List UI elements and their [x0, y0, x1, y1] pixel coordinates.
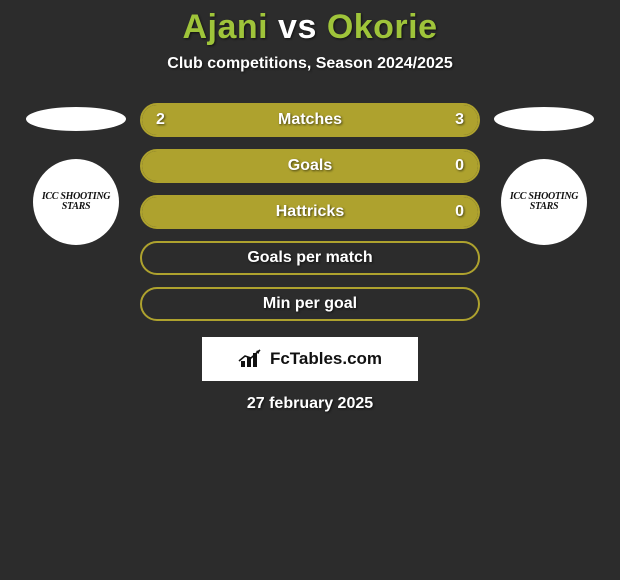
brand-chart-icon [238, 348, 264, 370]
brand-text: FcTables.com [270, 349, 382, 369]
right-column: ICC SHOOTING STARS [494, 103, 594, 245]
stat-label: Min per goal [142, 289, 478, 319]
stat-label: Hattricks [142, 197, 478, 227]
brand-box[interactable]: FcTables.com [202, 337, 418, 381]
left-flag [26, 107, 126, 131]
left-club-badge: ICC SHOOTING STARS [33, 159, 119, 245]
stat-label: Matches [142, 105, 478, 135]
page-title: Ajani vs Okorie [0, 8, 620, 47]
player1-name: Ajani [182, 8, 268, 46]
right-club-badge: ICC SHOOTING STARS [501, 159, 587, 245]
right-flag [494, 107, 594, 131]
stat-bar: Hattricks0 [140, 195, 480, 229]
stat-value-right: 0 [455, 197, 464, 227]
stat-bar: Goals per match [140, 241, 480, 275]
vs-text: vs [278, 8, 317, 46]
left-column: ICC SHOOTING STARS [26, 103, 126, 245]
stat-bar: Min per goal [140, 287, 480, 321]
stat-label: Goals per match [142, 243, 478, 273]
subtitle: Club competitions, Season 2024/2025 [0, 55, 620, 73]
stats-column: Matches23Goals0Hattricks0Goals per match… [140, 103, 480, 321]
stat-bar: Goals0 [140, 149, 480, 183]
stat-value-right: 3 [455, 105, 464, 135]
stat-bar: Matches2 3 [140, 103, 480, 137]
date-text: 27 february 2025 [0, 395, 620, 413]
comparison-row: ICC SHOOTING STARS Matches23Goals0Hattri… [0, 103, 620, 321]
player2-name: Okorie [327, 8, 438, 46]
stat-value-right: 0 [455, 151, 464, 181]
stat-value-left: 2 [156, 105, 165, 135]
stat-label: Goals [142, 151, 478, 181]
